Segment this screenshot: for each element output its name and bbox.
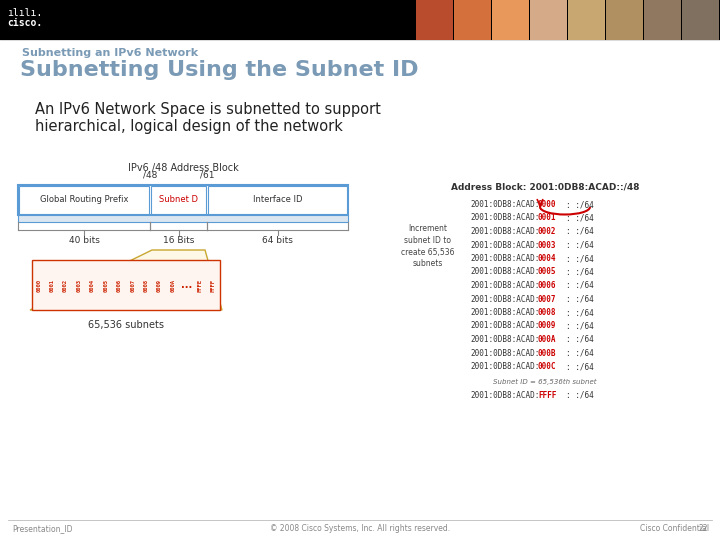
Text: 2001:0DB8:ACAD:: 2001:0DB8:ACAD:	[470, 321, 539, 330]
Text: 0007: 0007	[130, 279, 135, 292]
Text: : :/64: : :/64	[566, 213, 594, 222]
Text: Global Routing Prefix: Global Routing Prefix	[40, 195, 128, 205]
Bar	[530, 0, 567, 40]
Text: : :/64: : :/64	[566, 267, 594, 276]
Text: 2001:0DB8:ACAD:: 2001:0DB8:ACAD:	[470, 390, 539, 400]
Text: 0005: 0005	[538, 267, 557, 276]
Text: 22: 22	[698, 524, 708, 533]
Text: 0007: 0007	[538, 294, 557, 303]
Text: : :/64: : :/64	[566, 200, 594, 209]
Polygon shape	[30, 250, 222, 310]
Text: © 2008 Cisco Systems, Inc. All rights reserved.: © 2008 Cisco Systems, Inc. All rights re…	[270, 524, 450, 533]
Text: 0004: 0004	[538, 254, 557, 263]
Text: Subnetting an IPv6 Network: Subnetting an IPv6 Network	[22, 48, 198, 58]
Bar	[208, 186, 347, 214]
Text: 0006: 0006	[117, 279, 122, 292]
Text: 2001:0DB8:ACAD:: 2001:0DB8:ACAD:	[470, 335, 539, 344]
Text: /61: /61	[199, 171, 215, 180]
Text: 0006: 0006	[538, 281, 557, 290]
Text: 000B: 000B	[538, 348, 557, 357]
Text: ılılı.: ılılı.	[7, 8, 42, 18]
Text: 0001: 0001	[50, 279, 55, 292]
Text: : :/64: : :/64	[566, 362, 594, 371]
Text: 0001: 0001	[538, 213, 557, 222]
Text: 0008: 0008	[144, 279, 148, 292]
Bar	[644, 0, 681, 40]
Text: 2001:0DB8:ACAD:: 2001:0DB8:ACAD:	[470, 362, 539, 371]
Text: : :/64: : :/64	[566, 348, 594, 357]
Text: 2001:0DB8:ACAD:: 2001:0DB8:ACAD:	[470, 200, 539, 209]
Text: 0002: 0002	[63, 279, 68, 292]
Text: 0008: 0008	[538, 308, 557, 317]
Text: ...: ...	[181, 280, 192, 290]
Text: hierarchical, logical design of the network: hierarchical, logical design of the netw…	[35, 119, 343, 134]
Text: 2001:0DB8:ACAD:: 2001:0DB8:ACAD:	[470, 294, 539, 303]
Text: FFFF: FFFF	[538, 390, 557, 400]
Text: : :/64: : :/64	[566, 390, 594, 400]
Text: Presentation_ID: Presentation_ID	[12, 524, 73, 533]
Text: 2001:0DB8:ACAD:: 2001:0DB8:ACAD:	[470, 213, 539, 222]
Bar	[416, 0, 453, 40]
Text: 000A: 000A	[171, 279, 176, 292]
Text: : :/64: : :/64	[566, 294, 594, 303]
Text: Address Block: 2001:0DB8:ACAD::/48: Address Block: 2001:0DB8:ACAD::/48	[451, 182, 639, 191]
Text: 2001:0DB8:ACAD:: 2001:0DB8:ACAD:	[470, 227, 539, 236]
Text: 000A: 000A	[538, 335, 557, 344]
Text: : :/64: : :/64	[566, 227, 594, 236]
Text: 0003: 0003	[538, 240, 557, 249]
Text: : :/64: : :/64	[566, 281, 594, 290]
Text: 0009: 0009	[157, 279, 162, 292]
Text: 0003: 0003	[76, 279, 81, 292]
Text: 16 Bits: 16 Bits	[163, 236, 194, 245]
Text: cisco.: cisco.	[7, 18, 42, 28]
Bar	[454, 0, 491, 40]
Text: 65,536 subnets: 65,536 subnets	[88, 320, 164, 330]
Text: : :/64: : :/64	[566, 321, 594, 330]
Text: 64 bits: 64 bits	[262, 236, 293, 245]
Text: : :/64: : :/64	[566, 308, 594, 317]
Bar	[32, 260, 220, 310]
Text: Increment
subnet ID to
create 65,536
subnets: Increment subnet ID to create 65,536 sub…	[401, 224, 455, 268]
Text: 2001:0DB8:ACAD:: 2001:0DB8:ACAD:	[470, 267, 539, 276]
Text: Subnet ID = 65,536th subnet: Subnet ID = 65,536th subnet	[493, 379, 597, 384]
Text: 40 bits: 40 bits	[68, 236, 99, 245]
Bar	[0, 0, 720, 40]
Text: 2001:0DB8:ACAD:: 2001:0DB8:ACAD:	[470, 308, 539, 317]
Text: 000C: 000C	[538, 362, 557, 371]
Text: Interface ID: Interface ID	[253, 195, 302, 205]
Text: Subnet D: Subnet D	[159, 195, 198, 205]
Text: : :/64: : :/64	[566, 335, 594, 344]
Text: 2001:0DB8:ACAD:: 2001:0DB8:ACAD:	[470, 281, 539, 290]
Text: FFFF: FFFF	[211, 279, 216, 292]
Text: : :/64: : :/64	[566, 254, 594, 263]
Text: 0000: 0000	[538, 200, 557, 209]
Text: 2001:0DB8:ACAD:: 2001:0DB8:ACAD:	[470, 348, 539, 357]
Text: /48: /48	[143, 171, 157, 180]
Text: 0005: 0005	[104, 279, 108, 292]
Bar	[18, 215, 348, 222]
Text: 0009: 0009	[538, 321, 557, 330]
Bar	[682, 0, 719, 40]
Bar	[151, 186, 206, 214]
Text: Cisco Confidential: Cisco Confidential	[640, 524, 709, 533]
Text: 0000: 0000	[36, 279, 41, 292]
Bar	[568, 0, 605, 40]
Text: : :/64: : :/64	[566, 240, 594, 249]
Text: 0004: 0004	[90, 279, 95, 292]
Bar	[19, 186, 149, 214]
Text: Subnetting Using the Subnet ID: Subnetting Using the Subnet ID	[20, 60, 418, 80]
Text: 2001:0DB8:ACAD:: 2001:0DB8:ACAD:	[470, 240, 539, 249]
Text: FFFE: FFFE	[197, 279, 202, 292]
Bar	[606, 0, 643, 40]
Text: 0002: 0002	[538, 227, 557, 236]
Text: 2001:0DB8:ACAD:: 2001:0DB8:ACAD:	[470, 254, 539, 263]
Bar	[18, 185, 348, 215]
Bar	[492, 0, 529, 40]
Text: An IPv6 Network Space is subnetted to support: An IPv6 Network Space is subnetted to su…	[35, 102, 381, 117]
Text: IPv6 /48 Address Block: IPv6 /48 Address Block	[127, 163, 238, 173]
